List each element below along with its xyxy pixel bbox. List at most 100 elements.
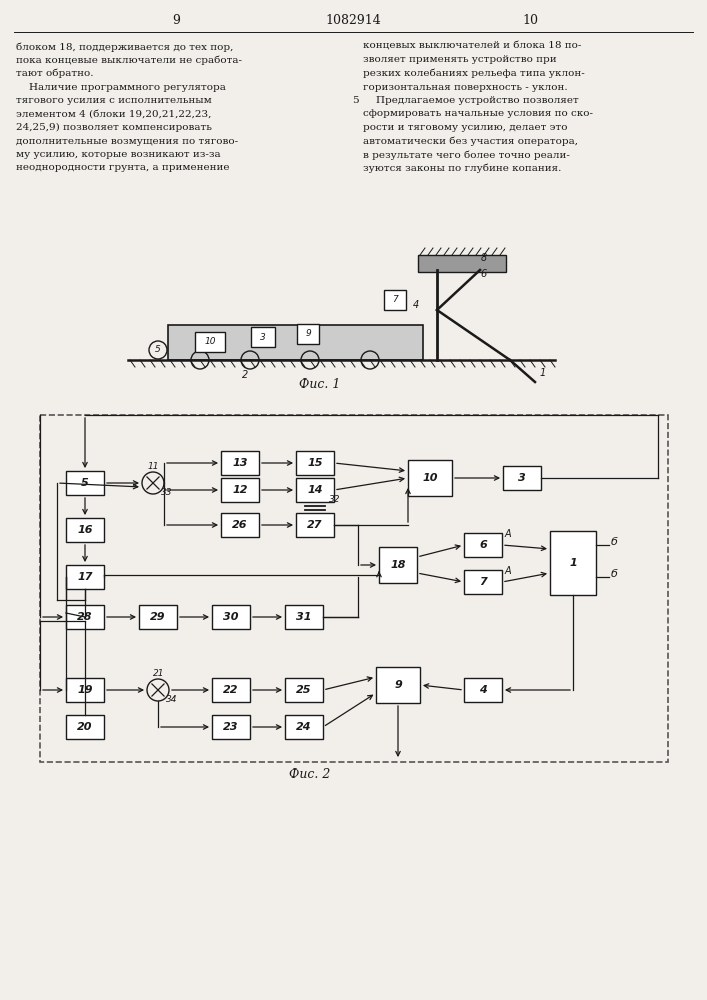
Bar [297, 324, 319, 344]
Text: 22: 22 [223, 685, 239, 695]
Text: резких колебаниях рельефа типа уклон-: резких колебаниях рельефа типа уклон- [363, 69, 585, 79]
Text: пока концевые выключатели не сработа-: пока концевые выключатели не сработа- [16, 55, 242, 65]
Text: 10: 10 [204, 338, 216, 347]
Bar [379, 547, 417, 583]
Text: 12: 12 [233, 485, 247, 495]
Text: 28: 28 [77, 612, 93, 622]
Bar [168, 325, 423, 360]
Text: элементом 4 (блоки 19,20,21,22,23,: элементом 4 (блоки 19,20,21,22,23, [16, 109, 211, 118]
Text: сформировать начальные условия по ско-: сформировать начальные условия по ско- [363, 109, 593, 118]
Text: рости и тяговому усилию, делает это: рости и тяговому усилию, делает это [363, 123, 568, 132]
Bar [221, 451, 259, 475]
Text: 29: 29 [151, 612, 165, 622]
Text: блоком 18, поддерживается до тех пор,: блоком 18, поддерживается до тех пор, [16, 42, 233, 51]
Text: 16: 16 [77, 525, 93, 535]
Text: 3: 3 [260, 332, 266, 342]
Text: 17: 17 [77, 572, 93, 582]
Bar [212, 715, 250, 739]
Text: 6: 6 [481, 269, 487, 279]
Text: А: А [505, 529, 512, 539]
Text: 25: 25 [296, 685, 312, 695]
Text: б: б [611, 537, 618, 547]
Bar [384, 290, 406, 310]
Bar [212, 605, 250, 629]
Bar [66, 715, 104, 739]
Bar [550, 531, 596, 595]
Text: 21: 21 [153, 669, 165, 678]
Bar [221, 513, 259, 537]
Bar [296, 513, 334, 537]
Bar [503, 466, 541, 490]
Text: 4: 4 [413, 300, 419, 310]
Bar [66, 678, 104, 702]
Text: 32: 32 [329, 495, 341, 504]
Bar [296, 451, 334, 475]
Text: 24: 24 [296, 722, 312, 732]
Text: 5: 5 [155, 346, 161, 355]
Text: 20: 20 [77, 722, 93, 732]
Text: А: А [505, 566, 512, 576]
Bar [139, 605, 177, 629]
Bar [296, 478, 334, 502]
Text: 19: 19 [77, 685, 93, 695]
Bar [251, 327, 275, 347]
Text: 15: 15 [308, 458, 323, 468]
Bar [195, 332, 225, 352]
Text: 33: 33 [161, 488, 173, 497]
Text: 10: 10 [522, 13, 538, 26]
Text: в результате чего более точно реали-: в результате чего более точно реали- [363, 150, 570, 159]
Text: 14: 14 [308, 485, 323, 495]
Text: Фис. 2: Фис. 2 [289, 768, 331, 781]
Text: б: б [611, 569, 618, 579]
Bar [285, 678, 323, 702]
Bar [221, 478, 259, 502]
Bar [285, 715, 323, 739]
Text: му усилию, которые возникают из-за: му усилию, которые возникают из-за [16, 150, 221, 159]
Text: 7: 7 [392, 296, 398, 304]
Text: 7: 7 [479, 577, 487, 587]
Text: 26: 26 [233, 520, 247, 530]
Bar [464, 570, 502, 594]
Text: 30: 30 [223, 612, 239, 622]
Text: неоднородности грунта, а применение: неоднородности грунта, а применение [16, 163, 230, 172]
Text: 5: 5 [81, 478, 89, 488]
Text: зволяет применять устройство при: зволяет применять устройство при [363, 55, 556, 64]
Text: 18: 18 [390, 560, 406, 570]
Text: 1: 1 [540, 368, 546, 378]
Bar [66, 518, 104, 542]
Text: концевых выключателей и блока 18 по-: концевых выключателей и блока 18 по- [363, 42, 581, 51]
Text: 1082914: 1082914 [325, 13, 381, 26]
Text: автоматически без участия оператора,: автоматически без участия оператора, [363, 136, 578, 146]
Bar [40, 415, 668, 762]
Text: 9: 9 [394, 680, 402, 690]
Text: зуются законы по глубине копания.: зуются законы по глубине копания. [363, 163, 561, 173]
Text: Фис. 1: Фис. 1 [299, 378, 341, 391]
Text: 1: 1 [569, 558, 577, 568]
Text: 6: 6 [479, 540, 487, 550]
Text: 13: 13 [233, 458, 247, 468]
Bar [66, 605, 104, 629]
Text: 8: 8 [481, 253, 487, 263]
Text: 27: 27 [308, 520, 323, 530]
Text: 5: 5 [352, 96, 358, 105]
Bar [464, 533, 502, 557]
Text: 3: 3 [518, 473, 526, 483]
Bar [285, 605, 323, 629]
Text: 4: 4 [479, 685, 487, 695]
Text: 31: 31 [296, 612, 312, 622]
Bar [66, 565, 104, 589]
Text: Наличие программного регулятора: Наличие программного регулятора [16, 83, 226, 92]
Text: тягового усилия с исполнительным: тягового усилия с исполнительным [16, 96, 212, 105]
Text: 10: 10 [422, 473, 438, 483]
Bar [464, 678, 502, 702]
Text: тают обратно.: тают обратно. [16, 69, 93, 79]
Text: Предлагаемое устройство позволяет: Предлагаемое устройство позволяет [363, 96, 579, 105]
Text: 9: 9 [172, 13, 180, 26]
Text: дополнительные возмущения по тягово-: дополнительные возмущения по тягово- [16, 136, 238, 145]
Text: 23: 23 [223, 722, 239, 732]
Text: 24,25,9) позволяет компенсировать: 24,25,9) позволяет компенсировать [16, 123, 212, 132]
Text: 2: 2 [242, 370, 248, 380]
Bar [212, 678, 250, 702]
Text: 34: 34 [166, 695, 177, 704]
Bar [418, 255, 506, 272]
